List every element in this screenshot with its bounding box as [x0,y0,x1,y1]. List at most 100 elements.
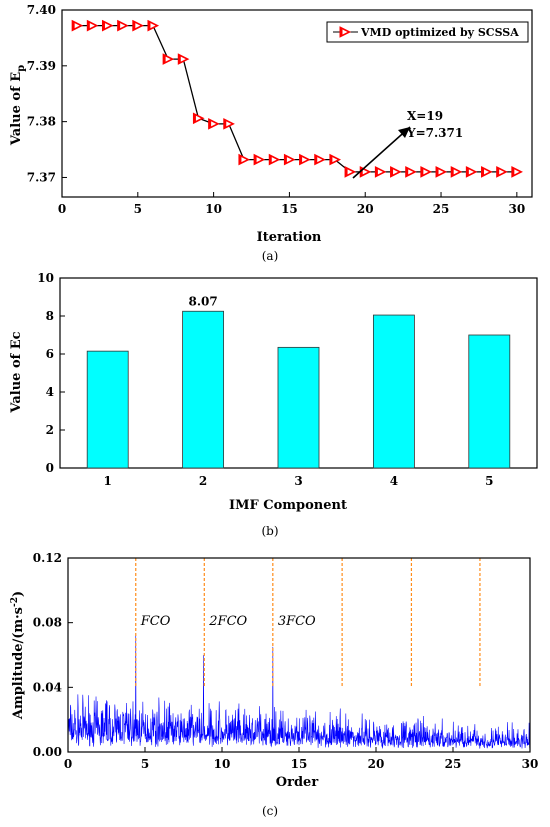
bar [277,346,320,469]
panel-a-x-tick-label: 5 [134,202,142,216]
panel-c-x-tick-label: 20 [368,757,385,771]
bar [86,350,129,469]
panel-a-y-tick-label: 7.38 [27,115,56,129]
panel-c-caption: (c) [262,804,278,818]
series-point-marker [511,166,523,178]
series-point-marker [496,166,508,178]
harmonic-label: 3FCO [278,614,316,629]
series-point-marker [71,20,83,32]
panel-b-y-tick-label: 0 [46,461,54,475]
panel-a-series [71,20,523,178]
series-point-marker [268,154,280,166]
series-point-marker [192,112,204,124]
legend-label: VMD optimized by SCSSA [360,26,519,39]
series-point-marker [314,154,326,166]
panel-b-category-label: 5 [485,474,493,488]
panel-c-y-tick-label: 0.00 [33,745,62,759]
panel-b-y-tick-label: 10 [37,271,54,285]
panel-b-x-axis-label: IMF Component [229,498,347,513]
series-point-marker [299,154,311,166]
panel-c-spectrum [67,635,531,749]
series-point-marker [359,166,371,178]
panel-a-x-tick-label: 20 [357,202,374,216]
panel-b-caption: (b) [261,524,278,538]
series-point-marker [238,154,250,166]
panel-a-x-tick-label: 25 [433,202,450,216]
panel-b-category-label: 4 [390,474,398,488]
panel-a-x-axis-label: Iteration [257,230,322,245]
panel-c-harmonic-lines: FCO 2FCO 3FCO [135,558,481,688]
bar-data-label: 8.07 [188,294,217,308]
panel-c-y-tick-label: 0.08 [33,616,62,630]
panel-b-category-label: 1 [104,474,112,488]
series-point-marker [147,20,159,32]
panel-b-category-label: 3 [294,474,302,488]
series-point-marker [344,166,356,178]
panel-a-x-tick-label: 15 [281,202,298,216]
panel-c-spectrum-chart: FCO 2FCO 3FCO 0 5 10 15 20 25 30 0.00 0.04 0.08 0.12… [10,551,538,818]
panel-c-axis-ticks: 0 5 10 15 20 25 30 0.00 0.04 0.08 0.12 [33,551,539,771]
series-point-marker [86,20,98,32]
series-line [77,24,517,173]
annotation-arrow-shaft [352,126,411,179]
series-point-marker [420,166,432,178]
panel-a-y-tick-label: 7.39 [27,59,56,73]
panel-c-x-tick-label: 5 [141,757,149,771]
series-point-marker [117,20,129,32]
series-point-marker [450,166,462,178]
panel-b-y-tick-label: 8 [46,309,54,323]
series-point-marker [481,166,493,178]
panel-c-y-tick-label: 0.12 [33,551,62,565]
panel-a-legend: VMD optimized by SCSSA [326,21,529,43]
panel-a-plot-frame [61,9,533,198]
panel-c-x-tick-label: 10 [214,757,231,771]
panel-a-caption: (a) [262,249,279,263]
bar [372,314,415,469]
series-point-marker [465,166,477,178]
panel-b-bars: 8.07 [86,294,511,469]
panel-a-x-tick-label: 10 [205,202,222,216]
panel-c-x-axis-label: Order [276,775,319,790]
panel-c-x-tick-label: 30 [522,757,539,771]
series-point-marker [208,118,220,130]
panel-c-x-tick-label: 15 [291,757,308,771]
annotation-y-value: Y=7.371 [406,126,463,140]
panel-b-y-tick-label: 2 [46,423,54,437]
annotation-x-value: X=19 [407,109,443,123]
panel-a-y-tick-label: 7.37 [27,170,56,184]
series-point-marker [177,53,189,65]
annotation-arrow-head [398,127,410,138]
panel-b-y-tick-label: 4 [46,385,54,399]
series-point-marker [132,20,144,32]
panel-b-category-label: 2 [199,474,207,488]
panel-a-annotation: X=19 Y=7.371 [352,109,463,179]
series-point-marker [253,154,265,166]
panel-a-axis-ticks: 0 5 10 15 20 25 30 7.37 7.38 7.39 7.40 [27,3,525,216]
panel-c-x-tick-label: 0 [64,757,72,771]
panel-c-x-tick-label: 25 [445,757,462,771]
harmonic-label: 2FCO [208,614,247,629]
panel-b-y-tick-label: 6 [46,347,54,361]
series-point-marker [283,154,295,166]
panel-a-line-chart: 0 5 10 15 20 25 30 7.37 7.38 7.39 7.40 Value of Ep… [9,3,533,263]
bar [468,334,511,469]
series-point-marker [374,166,386,178]
series-point-marker [162,53,174,65]
panel-c-y-axis-label: Amplitude/(m·s-2) [10,591,26,720]
bar [182,310,225,469]
panel-a-x-tick-label: 30 [508,202,525,216]
series-point-marker [435,166,447,178]
spectrum-line [67,635,531,749]
series-point-marker [405,166,417,178]
series-point-marker [390,166,402,178]
panel-a-y-axis-label: Value of Ep [9,65,27,146]
panel-c-y-tick-label: 0.04 [33,680,62,694]
panel-a-y-tick-label: 7.40 [27,3,56,17]
series-point-marker [101,20,113,32]
panel-a-x-tick-label: 0 [58,202,66,216]
series-point-marker [223,118,235,130]
harmonic-label: FCO [140,614,171,629]
